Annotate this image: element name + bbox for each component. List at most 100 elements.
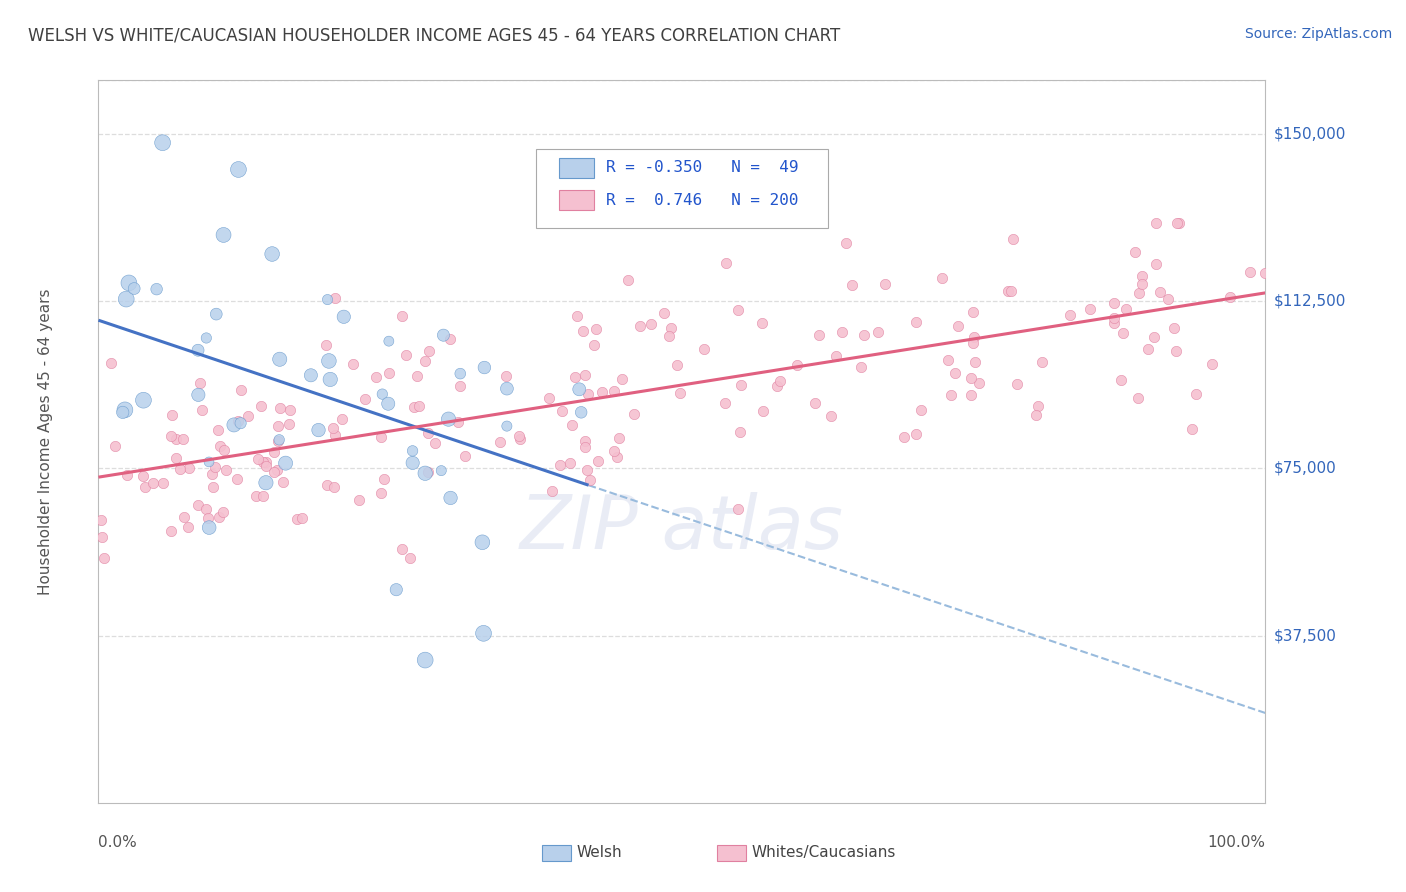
Point [191, 402, 214, 417]
Point [997, 285, 1019, 299]
FancyBboxPatch shape [560, 158, 595, 178]
Point [188, 376, 211, 390]
Point [208, 509, 231, 524]
Point [212, 227, 235, 242]
Point [1239, 265, 1261, 279]
Text: $112,500: $112,500 [1274, 293, 1346, 309]
Point [408, 399, 430, 413]
Point [263, 445, 285, 459]
Point [508, 428, 530, 442]
Point [963, 354, 986, 368]
Point [948, 318, 970, 333]
Point [936, 352, 959, 367]
Point [727, 501, 749, 516]
Point [406, 368, 429, 383]
Text: Householder Income Ages 45 - 64 years: Householder Income Ages 45 - 64 years [38, 288, 53, 595]
Text: Whites/Caucasians: Whites/Caucasians [752, 845, 896, 860]
Point [1126, 391, 1149, 405]
Point [115, 292, 138, 306]
Point [752, 404, 775, 418]
Point [269, 352, 291, 367]
Point [399, 550, 422, 565]
Text: Source: ZipAtlas.com: Source: ZipAtlas.com [1244, 27, 1392, 41]
Text: ZIP atlas: ZIP atlas [520, 492, 844, 565]
Point [90, 513, 112, 527]
Point [118, 276, 141, 290]
Text: $37,500: $37,500 [1274, 628, 1337, 643]
Point [537, 391, 560, 405]
Point [100, 356, 122, 370]
Point [370, 485, 392, 500]
Point [931, 271, 953, 285]
Point [489, 434, 512, 449]
Point [222, 417, 245, 432]
Point [824, 349, 846, 363]
Point [169, 462, 191, 476]
Point [246, 452, 269, 467]
Point [204, 460, 226, 475]
Point [165, 451, 187, 466]
Point [378, 334, 401, 348]
Point [212, 505, 235, 519]
Point [766, 378, 789, 392]
Point [751, 317, 773, 331]
Point [606, 450, 628, 465]
Point [1149, 285, 1171, 299]
Point [1104, 316, 1126, 330]
Point [322, 420, 344, 434]
Point [104, 439, 127, 453]
Point [318, 354, 340, 368]
Text: R =  0.746   N = 200: R = 0.746 N = 200 [606, 193, 799, 208]
Point [225, 472, 247, 486]
Point [93, 550, 115, 565]
Point [323, 480, 346, 494]
Point [432, 328, 454, 343]
Point [195, 331, 218, 345]
Point [962, 305, 984, 319]
Point [330, 412, 353, 426]
Point [1002, 232, 1025, 246]
Point [353, 392, 375, 406]
Text: WELSH VS WHITE/CAUCASIAN HOUSEHOLDER INCOME AGES 45 - 64 YEARS CORRELATION CHART: WELSH VS WHITE/CAUCASIAN HOUSEHOLDER INC… [28, 27, 841, 45]
Point [207, 423, 229, 437]
Point [262, 247, 284, 261]
Point [714, 256, 737, 270]
Point [603, 444, 626, 458]
Point [308, 423, 330, 437]
Point [319, 372, 342, 386]
Point [269, 401, 291, 416]
Point [165, 432, 187, 446]
Point [1115, 302, 1137, 317]
Point [404, 400, 426, 414]
Point [252, 489, 274, 503]
Point [134, 480, 156, 494]
Point [1130, 277, 1153, 291]
Point [610, 372, 633, 386]
Point [254, 454, 277, 468]
Point [177, 460, 200, 475]
Point [1201, 357, 1223, 371]
Point [866, 325, 889, 339]
Point [122, 281, 145, 295]
Point [274, 456, 297, 470]
Point [205, 307, 228, 321]
Point [905, 315, 928, 329]
Point [160, 524, 183, 539]
Point [371, 387, 394, 401]
Point [1157, 292, 1180, 306]
Point [316, 293, 339, 307]
Point [575, 463, 598, 477]
Point [212, 442, 235, 457]
Point [602, 384, 624, 398]
Point [132, 393, 155, 408]
Point [572, 324, 595, 338]
Point [152, 136, 174, 150]
Point [1143, 329, 1166, 343]
Point [1168, 216, 1191, 230]
Point [201, 467, 224, 481]
Point [561, 418, 583, 433]
Point [540, 484, 562, 499]
Point [959, 388, 981, 402]
Point [967, 376, 990, 390]
Point [160, 429, 183, 443]
